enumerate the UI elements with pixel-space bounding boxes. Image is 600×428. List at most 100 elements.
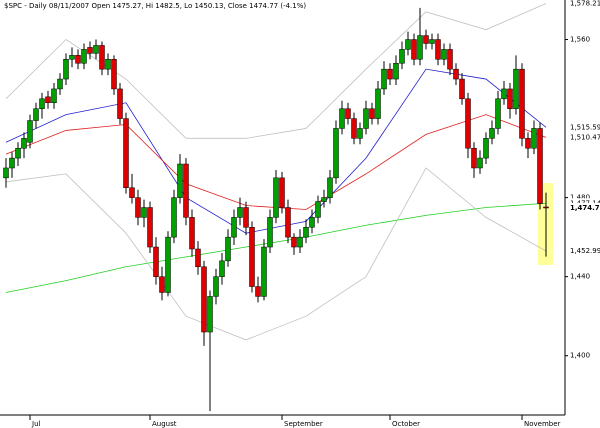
candle-body [543, 206, 549, 209]
y-tick-label: 1,480 [570, 194, 590, 202]
candle-body [297, 236, 303, 248]
candle-body [159, 276, 165, 293]
candle-body [507, 88, 513, 109]
candle-body [99, 45, 105, 70]
candle-body [327, 177, 333, 198]
candle-body [375, 88, 381, 119]
candle-body [309, 217, 315, 228]
candle-body [177, 163, 183, 198]
candle-body [255, 286, 261, 297]
value-tag-label: 1,452.99 [570, 247, 600, 255]
candle-body [381, 68, 387, 90]
candle-body [27, 120, 33, 143]
value-tag [567, 0, 600, 9]
candle-body [117, 88, 123, 119]
candle-body [369, 108, 375, 119]
candle-body [531, 128, 537, 149]
x-tick-label: November [524, 420, 561, 428]
candle-body [195, 248, 201, 268]
chart-title: $SPC - Daily 08/11/2007 Open 1475.27, Hi… [4, 2, 306, 10]
candle-body [345, 108, 351, 119]
candle-body [87, 47, 93, 54]
candle-body [279, 177, 285, 208]
candle-body [267, 217, 273, 248]
candle-body [411, 39, 417, 60]
candle-body [489, 128, 495, 139]
overlay-line [5, 202, 547, 293]
candle-body [183, 163, 189, 218]
candle-body [435, 39, 441, 60]
candle-body [231, 217, 237, 238]
candle-body [129, 187, 135, 198]
candle-body [429, 39, 435, 44]
candle-body [441, 49, 447, 60]
candle-body [363, 108, 369, 129]
candle-body [477, 157, 483, 169]
candle-body [339, 108, 345, 129]
candle-body [81, 49, 87, 64]
candle-body [3, 167, 9, 179]
candle-body [69, 55, 75, 60]
candle-body [495, 98, 501, 129]
value-tag [567, 122, 600, 133]
candle-body [171, 197, 177, 238]
candle-body [423, 35, 429, 44]
value-tag-label: 1,515.59 [570, 123, 600, 131]
candle-body [45, 96, 51, 104]
candle-body [537, 128, 543, 204]
candle-body [249, 227, 255, 287]
candle-body [519, 68, 525, 139]
candle-body [207, 296, 213, 333]
candle-body [111, 59, 117, 90]
value-tag [567, 245, 600, 256]
candle-body [405, 39, 411, 50]
x-tick-label: Jul [31, 420, 41, 428]
candle-body [273, 177, 279, 218]
candle-body [135, 197, 141, 218]
candle-body [525, 138, 531, 149]
candle-body [33, 108, 39, 121]
candle-body [333, 128, 339, 179]
candle-body [141, 207, 147, 218]
candle-body [123, 118, 129, 188]
candle-body [471, 147, 477, 169]
candle-body [213, 276, 219, 297]
candle-body [51, 88, 57, 104]
x-tick-label: October [392, 420, 420, 428]
y-tick-label: 1,400 [570, 352, 590, 360]
candle-body [393, 62, 399, 80]
overlay-line [5, 167, 547, 341]
y-tick-label: 1,440 [570, 273, 590, 281]
candle-body [57, 78, 63, 90]
candle-body [237, 207, 243, 218]
candle-body [459, 78, 465, 100]
candle-body [447, 49, 453, 70]
candle-body [21, 138, 27, 149]
candle-body [93, 45, 99, 54]
value-tag-label: 1,510.47 [570, 133, 600, 141]
candle-body [399, 49, 405, 64]
x-tick-label: September [284, 420, 323, 428]
candle-body [417, 35, 423, 60]
candle-body [39, 98, 45, 109]
y-tick-label: 1,560 [570, 36, 590, 44]
candle-body [153, 246, 159, 277]
candle-body [453, 68, 459, 80]
candle-body [285, 207, 291, 238]
candle-body [321, 197, 327, 202]
candle-body [315, 201, 321, 218]
candle-body [75, 55, 81, 64]
candle-body [261, 246, 267, 297]
x-tick-label: August [152, 420, 177, 428]
candle-body [483, 138, 489, 159]
candle-body [303, 227, 309, 238]
candle-body [63, 59, 69, 80]
candle-body [201, 266, 207, 333]
candle-body [15, 147, 21, 159]
candle-body [219, 260, 225, 277]
candle-body [357, 128, 363, 139]
candle-body [225, 236, 231, 262]
close-tag [567, 202, 600, 213]
candle-body [9, 157, 15, 169]
